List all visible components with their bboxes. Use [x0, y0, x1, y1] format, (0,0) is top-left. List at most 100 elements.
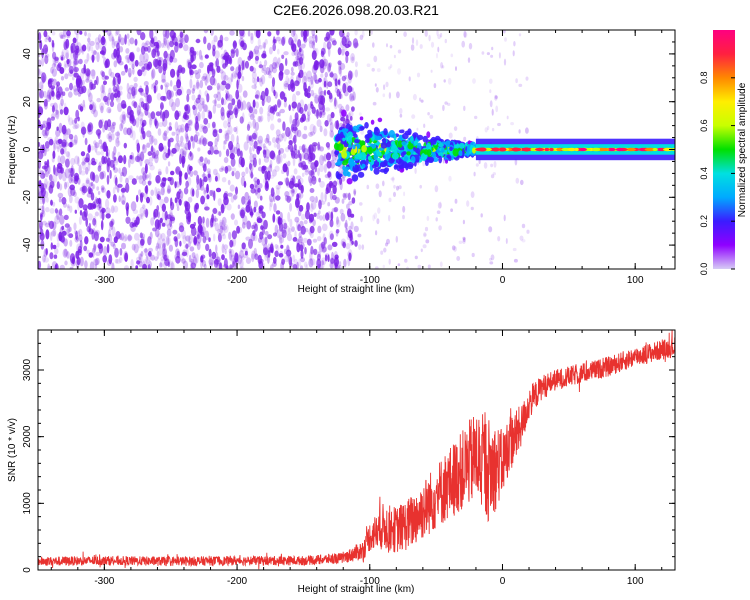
- noise-dot: [229, 249, 235, 258]
- noise-dot: [260, 225, 264, 230]
- faint-dot: [375, 230, 378, 236]
- noise-dot: [274, 224, 279, 235]
- carrier-peak: [626, 147, 636, 152]
- noise-dot: [241, 221, 246, 229]
- noise-dot: [167, 42, 170, 51]
- noise-dot: [245, 236, 251, 241]
- noise-dot: [339, 208, 344, 215]
- noise-dot: [173, 180, 178, 186]
- noise-dot: [189, 78, 193, 89]
- noise-dot: [313, 72, 317, 82]
- noise-dot: [249, 65, 254, 72]
- noise-dot: [44, 222, 50, 228]
- noise-dot: [298, 204, 304, 212]
- noise-dot: [272, 137, 277, 144]
- noise-dot: [68, 194, 73, 204]
- noise-dot: [254, 30, 260, 38]
- faint-dot: [513, 41, 516, 47]
- noise-dot: [95, 151, 102, 156]
- noise-dot: [52, 150, 56, 159]
- noise-dot: [234, 170, 241, 180]
- faint-dot: [442, 104, 445, 112]
- noise-dot: [307, 230, 312, 235]
- noise-dot: [330, 111, 335, 119]
- noise-dot: [158, 246, 163, 257]
- noise-dot: [45, 248, 48, 255]
- noise-dot: [41, 124, 46, 129]
- faint-dot: [437, 46, 440, 53]
- noise-dot: [106, 190, 111, 199]
- noise-dot: [308, 36, 314, 44]
- noise-dot: [82, 99, 86, 108]
- noise-dot: [112, 187, 116, 195]
- carrier-peak: [578, 147, 588, 152]
- noise-dot: [119, 123, 123, 132]
- noise-dot: [274, 165, 280, 172]
- noise-dot: [290, 75, 294, 82]
- signal-blob: [466, 148, 470, 157]
- noise-dot: [151, 68, 156, 79]
- faint-dot: [357, 233, 362, 238]
- noise-dot: [141, 66, 145, 72]
- noise-dot: [317, 225, 322, 234]
- signal-blob: [417, 134, 424, 141]
- noise-dot: [197, 94, 201, 100]
- noise-dot: [84, 137, 88, 146]
- noise-dot: [262, 143, 266, 149]
- noise-dot: [191, 94, 196, 101]
- noise-dot: [217, 228, 221, 234]
- noise-dot: [176, 79, 182, 89]
- noise-dot: [206, 93, 210, 103]
- faint-dot: [463, 237, 466, 243]
- signal-blob: [370, 158, 374, 166]
- noise-dot: [289, 202, 293, 212]
- noise-dot: [310, 203, 314, 213]
- noise-dot: [168, 97, 174, 108]
- noise-dot: [286, 233, 293, 242]
- noise-dot: [105, 213, 111, 219]
- noise-dot: [264, 137, 270, 144]
- noise-dot: [226, 165, 232, 172]
- faint-dot: [471, 252, 475, 258]
- noise-dot: [90, 192, 95, 201]
- noise-dot: [212, 48, 216, 57]
- noise-dot: [78, 216, 82, 225]
- noise-dot: [223, 157, 229, 164]
- noise-dot: [197, 215, 203, 226]
- noise-dot: [51, 63, 57, 69]
- noise-dot: [269, 150, 276, 160]
- noise-dot: [148, 117, 153, 126]
- noise-dot: [347, 73, 353, 84]
- noise-dot: [197, 228, 201, 238]
- noise-dot: [260, 115, 264, 122]
- noise-dot: [186, 215, 191, 225]
- noise-dot: [144, 264, 147, 269]
- noise-dot: [108, 135, 113, 143]
- noise-dot: [148, 161, 154, 167]
- noise-dot: [208, 256, 214, 266]
- noise-dot: [125, 216, 131, 224]
- noise-dot: [85, 68, 91, 77]
- noise-dot: [92, 184, 96, 189]
- noise-dot: [319, 90, 326, 96]
- noise-dot: [121, 103, 127, 109]
- noise-dot: [291, 150, 296, 159]
- faint-dot: [489, 261, 494, 265]
- noise-dot: [348, 252, 352, 262]
- noise-dot: [41, 204, 45, 215]
- noise-dot: [323, 163, 327, 173]
- noise-dot: [119, 248, 123, 256]
- noise-dot: [145, 208, 149, 218]
- noise-dot: [219, 219, 223, 228]
- signal-blob: [398, 158, 403, 163]
- noise-dot: [327, 62, 331, 72]
- noise-dot: [138, 189, 142, 196]
- noise-dot: [51, 31, 56, 36]
- noise-dot: [319, 215, 323, 221]
- faint-dot: [518, 129, 521, 134]
- noise-dot: [158, 122, 164, 128]
- noise-dot: [106, 243, 110, 254]
- noise-dot: [56, 165, 63, 174]
- noise-dot: [298, 162, 304, 168]
- faint-dot: [366, 184, 370, 190]
